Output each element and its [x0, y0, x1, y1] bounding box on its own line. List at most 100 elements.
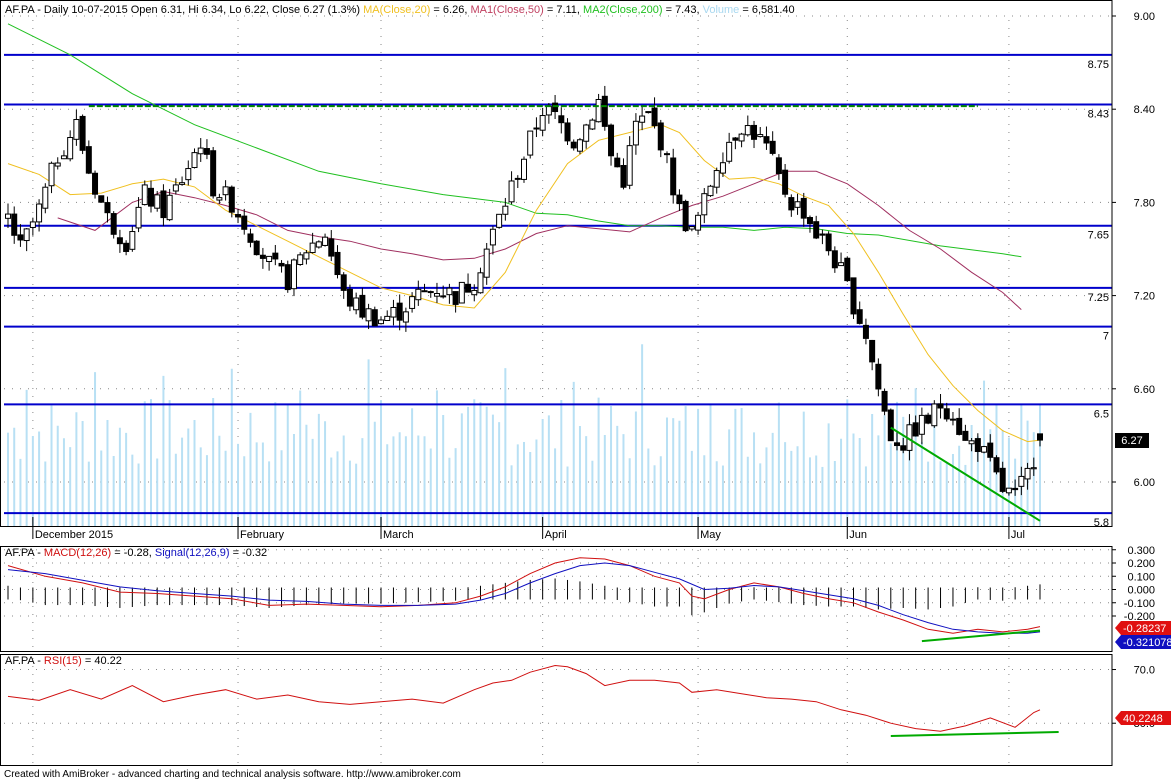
value-tag: [1115, 635, 1171, 649]
candle-body: [179, 182, 186, 185]
candle-body: [489, 228, 496, 246]
candle-body: [1005, 487, 1012, 494]
candle-body: [477, 272, 484, 294]
rsi-line: [7, 664, 1041, 732]
candle-body: [800, 197, 807, 219]
pane-border: [0, 546, 1113, 652]
candle-body: [359, 294, 366, 318]
x-tick-label: Jun: [849, 529, 867, 541]
macd-histogram: [7, 578, 1041, 616]
candle-body: [794, 201, 801, 208]
candle-body: [104, 202, 111, 214]
candle-body: [552, 102, 559, 113]
candle-body: [5, 213, 11, 219]
candle-body: [999, 467, 1006, 492]
candle-body: [614, 157, 621, 168]
level-label: 7.25: [1088, 292, 1109, 304]
candle-body: [819, 233, 826, 236]
candle-body: [85, 146, 92, 174]
volume-bars: [7, 344, 1041, 527]
x-tick-label: May: [700, 529, 721, 541]
candle-body: [583, 124, 590, 142]
price-header-part: MA1(Close,50): [470, 4, 543, 16]
candle-body: [695, 214, 702, 231]
candle-body: [558, 115, 565, 124]
candle-body: [48, 162, 55, 187]
candle-body: [166, 194, 173, 221]
level-label: 6.5: [1094, 408, 1109, 420]
candle-body: [1030, 467, 1037, 470]
y-tick-label: 6.60: [1134, 384, 1155, 396]
candle-body: [17, 234, 24, 241]
candle-body: [726, 141, 733, 162]
candle-body: [608, 124, 615, 157]
candle-body: [732, 137, 739, 141]
value-tag-text: -0.28237: [1123, 623, 1166, 635]
candle-body: [222, 186, 229, 196]
candlestick-series: [5, 85, 1043, 496]
candle-body: [135, 206, 142, 229]
candle-body: [266, 255, 273, 263]
candle-body: [458, 281, 465, 304]
price-pane[interactable]: 8.75 8.43 7.65 7.25 7 6.5 5.8 9.00 8.40 7.80 7.20…: [4, 4, 1155, 541]
candle-body: [154, 194, 161, 209]
pane-borders: [0, 0, 1113, 766]
macd-header-part: = -0.32: [230, 547, 268, 559]
price-header-part: AF.PA - Daily 10-07-2015 Open 6.31, Hi 6…: [5, 4, 363, 16]
price-header-part: = 7.11,: [544, 4, 583, 16]
y-tick-label: 7.20: [1134, 291, 1155, 303]
candle-body: [993, 457, 1000, 473]
y-tick-label: -0.100: [1124, 598, 1155, 610]
price-y-axis: 9.00 8.40 7.80 7.20 6.60 6.00: [1112, 11, 1155, 489]
level-label: 7.65: [1088, 230, 1109, 242]
signal-line: [7, 562, 1041, 634]
candle-body: [1012, 487, 1019, 491]
price-header: AF.PA - Daily 10-07-2015 Open 6.31, Hi 6…: [5, 4, 795, 16]
candle-body: [788, 197, 795, 211]
candle-body: [1024, 467, 1031, 480]
price-header-part: = 6,581.40: [739, 4, 794, 16]
y-tick-label: 8.40: [1134, 104, 1155, 116]
macd-header-part: MACD(12,26): [44, 547, 111, 559]
candle-body: [894, 442, 901, 447]
candle-body: [713, 170, 720, 188]
candle-body: [881, 390, 888, 412]
candle-body: [185, 168, 192, 181]
candle-body: [626, 145, 633, 186]
candle-body: [390, 306, 397, 318]
macd-grid: [4, 549, 1112, 652]
candle-body: [147, 187, 154, 207]
candle-body: [595, 98, 602, 123]
value-tag: [1115, 711, 1171, 725]
candle-body: [241, 215, 248, 230]
y-tick-label: 7.80: [1134, 197, 1155, 209]
candle-body: [322, 236, 329, 246]
macd-header: AF.PA - MACD(12,26) = -0.28, Signal(12,2…: [5, 547, 267, 559]
candle-body: [433, 293, 440, 297]
candle-body: [384, 315, 391, 322]
candle-body: [981, 446, 988, 453]
candle-body: [11, 213, 18, 236]
candle-body: [123, 242, 130, 252]
candle-body: [825, 233, 832, 252]
candle-body: [931, 403, 938, 427]
candle-body: [707, 185, 714, 197]
candle-body: [1037, 433, 1043, 441]
x-tick-label: March: [383, 529, 414, 541]
candle-body: [465, 283, 472, 293]
candle-body: [956, 417, 963, 435]
candle-body: [875, 363, 882, 390]
rsi-pane[interactable]: 70.030.0 40.2248 AF.PA - RSI(15) = 40.22: [4, 655, 1171, 766]
candle-body: [303, 252, 310, 260]
candle-body: [576, 139, 583, 152]
price-header-part: MA2(Close,200): [583, 4, 662, 16]
candle-body: [527, 130, 534, 156]
candle-body: [483, 248, 490, 278]
candle-body: [987, 442, 994, 458]
candle-body: [639, 115, 646, 123]
candle-body: [751, 124, 758, 140]
candle-body: [949, 418, 956, 421]
candle-body: [570, 141, 577, 149]
